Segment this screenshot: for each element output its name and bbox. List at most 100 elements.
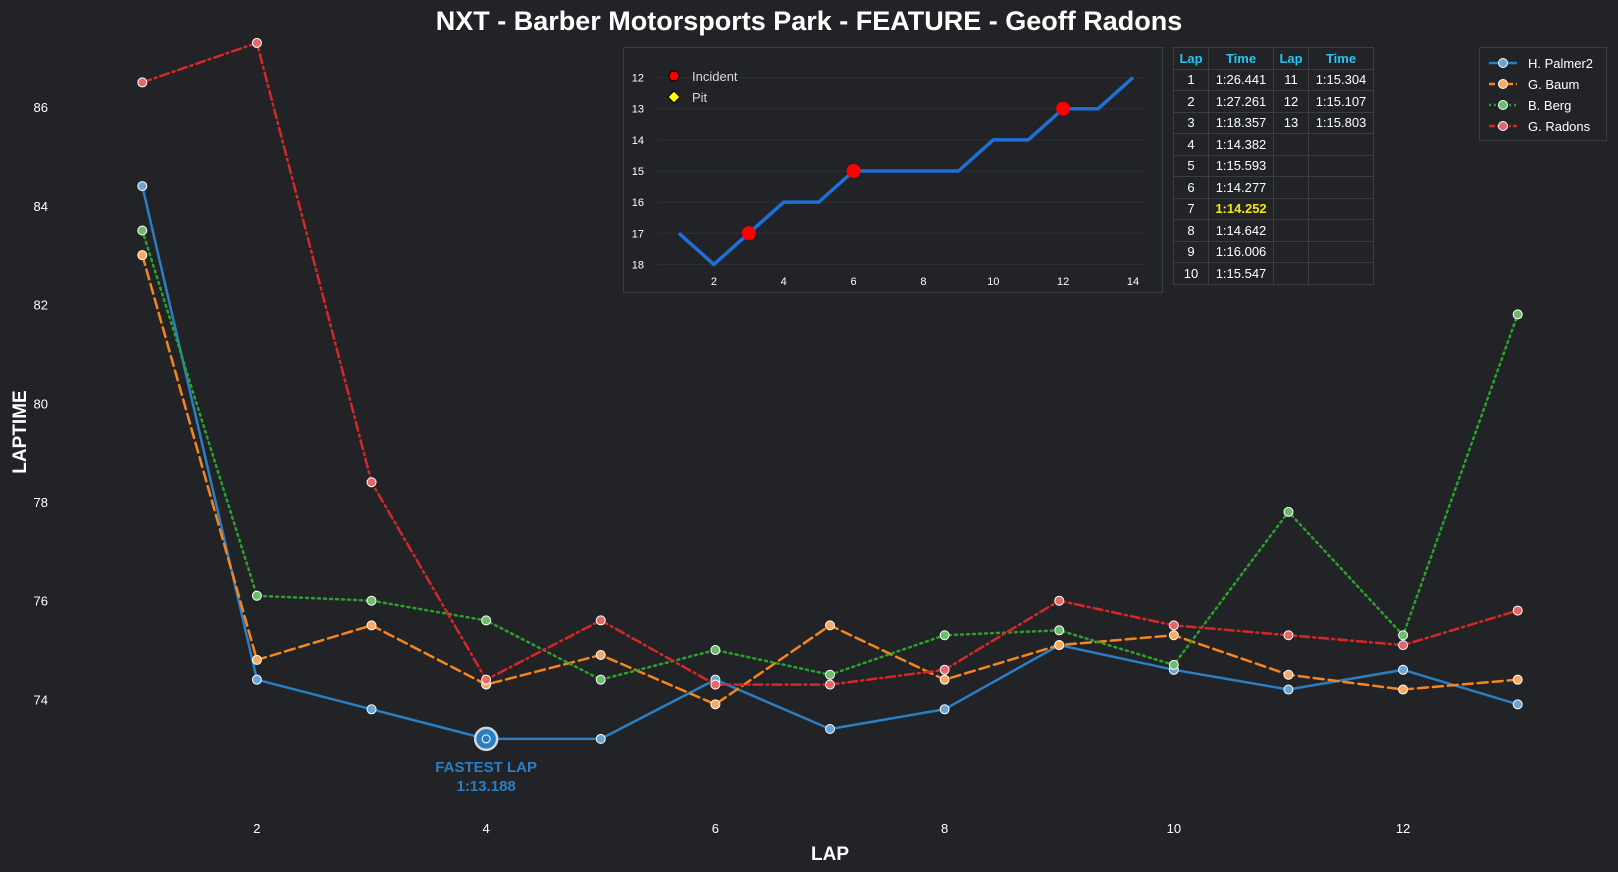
chart-legend: H. Palmer2 G. Baum B. Berg G. Radons <box>1479 47 1607 141</box>
fastest-lap-marker <box>473 726 499 752</box>
inset-y-tick-label: 14 <box>632 135 644 147</box>
fastest-lap-label: FASTEST LAP <box>435 759 537 776</box>
x-tick-label: 8 <box>941 821 948 836</box>
data-point <box>1054 625 1065 636</box>
data-point <box>1512 309 1523 320</box>
incident-marker <box>741 226 756 241</box>
table-cell <box>1273 262 1309 285</box>
table-row: 1 1:26.441 11 1:15.304 <box>1173 68 1374 91</box>
lap-table-body: 1 1:26.441 11 1:15.304 2 1:27.261 12 1:15.107 3 1… <box>1173 68 1374 285</box>
table-header-cell: Lap <box>1173 47 1209 70</box>
legend-entry: G. Radons <box>1488 116 1590 136</box>
legend-swatch <box>1489 100 1517 110</box>
legend-entry: H. Palmer2 <box>1488 53 1593 73</box>
data-point <box>1283 630 1294 641</box>
incident-marker <box>1056 101 1071 116</box>
data-point <box>1168 630 1179 641</box>
y-tick-label: 82 <box>34 298 48 313</box>
table-cell <box>1273 176 1309 199</box>
data-point <box>481 615 492 626</box>
data-point <box>825 669 835 680</box>
table-cell: 1:15.593 <box>1208 154 1274 177</box>
inset-x-tick-label: 12 <box>1057 276 1069 288</box>
series-line-b-berg <box>141 229 1519 681</box>
lap-times-table: Lap Time Lap Time 1 1:26.441 11 1:15.304 2 1:27.… <box>1173 47 1374 285</box>
fastest-lap-marker-inner <box>481 734 491 744</box>
table-cell <box>1273 197 1309 220</box>
y-tick-label: 78 <box>34 495 48 510</box>
table-cell: 1:15.107 <box>1308 90 1374 113</box>
incident-legend-icon <box>668 70 680 82</box>
table-cell: 1:27.261 <box>1208 90 1274 113</box>
table-cell: 5 <box>1173 154 1209 177</box>
table-cell: 11 <box>1273 68 1309 91</box>
inset-y-tick-label: 12 <box>632 73 644 85</box>
table-cell: 1 <box>1173 68 1209 91</box>
data-point <box>137 225 148 236</box>
legend-label: H. Palmer2 <box>1528 55 1594 71</box>
table-header-cell: Lap <box>1273 47 1309 70</box>
table-cell: 1:15.803 <box>1308 111 1374 134</box>
table-row: 4 1:14.382 <box>1173 133 1374 156</box>
table-cell: 9 <box>1173 240 1209 263</box>
table-cell: 10 <box>1173 262 1209 285</box>
data-point <box>366 704 377 715</box>
data-point <box>1398 664 1409 675</box>
inset-x-tick-label: 14 <box>1127 276 1139 288</box>
table-row: 10 1:15.547 <box>1173 262 1374 285</box>
table-cell <box>1273 219 1309 242</box>
table-header-cell: Time <box>1208 47 1274 70</box>
table-cell: 8 <box>1173 219 1209 242</box>
position-chart-svg: 12 13 14 15 16 17 18 2 4 6 8 10 12 14 Incident Pit <box>632 69 1146 288</box>
data-point <box>825 620 835 631</box>
data-point <box>1054 595 1065 606</box>
legend-swatch <box>1489 58 1517 68</box>
data-point <box>1398 630 1409 641</box>
table-cell <box>1308 219 1374 242</box>
table-cell: 1:18.357 <box>1208 111 1274 134</box>
data-point <box>1512 605 1523 616</box>
data-point <box>481 674 492 685</box>
table-cell: 6 <box>1173 176 1209 199</box>
data-point <box>251 654 262 665</box>
position-line <box>677 76 1135 267</box>
data-point <box>595 733 606 744</box>
table-cell: 12 <box>1273 90 1309 113</box>
data-point <box>710 679 721 690</box>
table-row: 7 1:14.252 <box>1173 197 1374 220</box>
table-row: 6 1:14.277 <box>1173 176 1374 199</box>
y-axis-label: LAPTIME <box>10 390 31 473</box>
x-tick-label: 12 <box>1396 821 1410 836</box>
table-cell <box>1308 154 1374 177</box>
data-point <box>710 645 721 656</box>
data-point <box>251 590 262 601</box>
fastest-lap-value: 1:13.188 <box>457 778 516 795</box>
data-point <box>939 704 950 715</box>
table-cell: 1:15.304 <box>1308 68 1374 91</box>
chart-title: NXT - Barber Motorsports Park - FEATURE … <box>435 6 1183 36</box>
incident-marker <box>846 164 861 178</box>
table-cell: 2 <box>1173 90 1209 113</box>
table-cell <box>1273 133 1309 156</box>
inset-y-tick-label: 13 <box>632 104 644 116</box>
legend-label: B. Berg <box>1528 97 1572 113</box>
table-cell: 7 <box>1173 197 1209 220</box>
table-cell: 3 <box>1173 111 1209 134</box>
table-cell <box>1308 262 1374 285</box>
table-cell: 13 <box>1273 111 1309 134</box>
x-tick-label: 2 <box>253 821 260 836</box>
y-tick-label: 84 <box>34 199 48 214</box>
data-point <box>251 37 262 48</box>
data-point <box>825 679 835 690</box>
legend-swatch <box>1489 121 1517 131</box>
y-tick-label: 74 <box>34 692 48 707</box>
data-point <box>595 649 606 660</box>
inset-y-tick-label: 18 <box>632 259 644 271</box>
data-point <box>1168 620 1179 631</box>
table-cell <box>1308 240 1374 263</box>
table-cell: 1:14.382 <box>1208 133 1274 156</box>
x-tick-label: 4 <box>483 821 490 836</box>
data-point <box>1398 640 1409 651</box>
data-point <box>1512 674 1523 685</box>
